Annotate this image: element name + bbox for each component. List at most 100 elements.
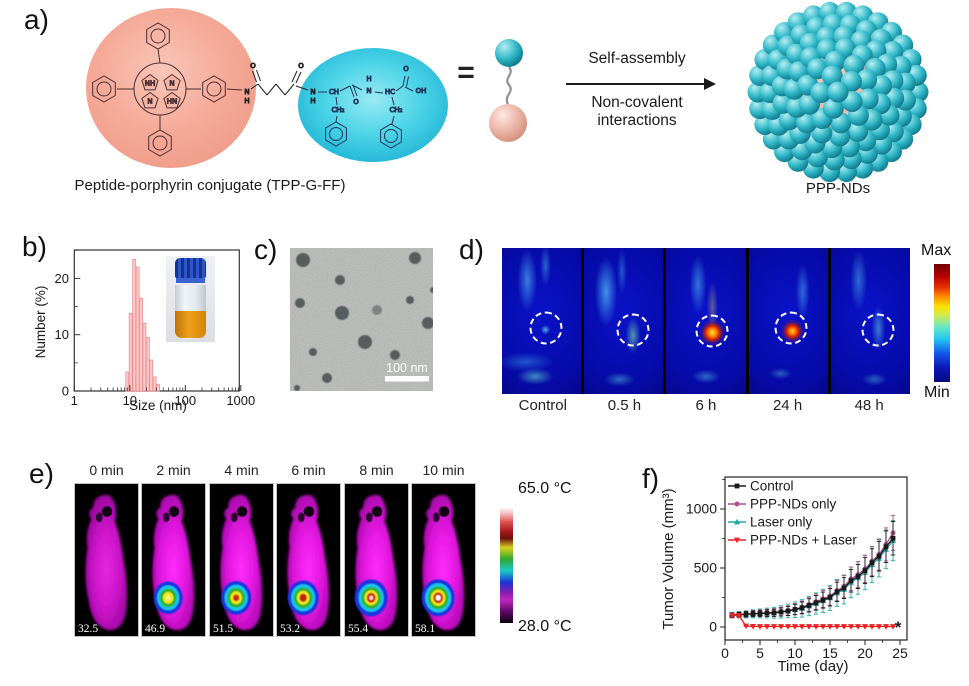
linker-atom-label: H <box>244 97 249 105</box>
nanoparticle-dot <box>335 306 349 320</box>
nanoparticle-dot <box>422 317 433 329</box>
legend-label: Control <box>750 479 794 494</box>
thermal-mouse-image <box>85 494 128 631</box>
porphyrin-atom-label: N <box>169 80 174 88</box>
peptide-atom-label: O <box>403 65 409 73</box>
x-tick-label: 100 <box>174 393 196 408</box>
fluorescence-colorbar <box>934 264 950 382</box>
thermal-frame: 32.5 <box>74 483 139 637</box>
legend-label: Laser only <box>750 515 813 530</box>
x-tick-label: 5 <box>756 645 764 661</box>
linker-atom-label: O <box>298 62 304 70</box>
y-tick-label: 20 <box>55 271 69 286</box>
nanoparticle-dot <box>335 275 345 285</box>
thermal-time-label: 6 min <box>291 462 326 478</box>
panel-a-label: a) <box>24 4 49 35</box>
y-tick-label: 500 <box>694 560 718 576</box>
histogram-bar <box>142 323 147 392</box>
fluorescence-frame-labels: Control 0.5 h 6 h 24 h 48 h <box>502 397 910 414</box>
histogram-bar <box>149 359 154 392</box>
y-axis-label: Tumor Volume (mm³) <box>660 488 677 629</box>
nanoparticle-sphere <box>857 88 879 110</box>
roi-circle <box>529 311 563 345</box>
vial-body <box>175 285 206 339</box>
peptide-atom-label: HC <box>385 88 395 96</box>
tumor-hotspot <box>221 580 252 615</box>
nanoparticle-dot <box>406 296 414 304</box>
linker-atom-label: O <box>250 62 256 70</box>
y-tick-label: 0 <box>709 619 717 635</box>
nanoparticle-dot <box>322 373 332 383</box>
fluorescence-frame-label: 0.5 h <box>607 397 642 414</box>
nanoparticle-sphere <box>827 81 849 103</box>
nanoparticle-dot <box>295 298 305 308</box>
y-axis-label: Number (%) <box>33 286 48 359</box>
vial-cap <box>175 258 206 278</box>
peptide-atom-label: N <box>366 87 371 95</box>
thermal-time-label: 0 min <box>89 462 124 478</box>
colorbar-max-label: Max <box>921 242 952 259</box>
porphyrin-atom-label: HN <box>167 98 178 106</box>
fluorescence-frame-label: Control <box>518 397 567 414</box>
nanoparticle-dot <box>309 348 317 356</box>
x-tick-label: 15 <box>822 645 838 661</box>
roi-circle <box>695 314 729 348</box>
panel-e-label: e) <box>29 458 54 489</box>
mouse-ear <box>438 506 450 517</box>
fluorescence-frame <box>502 248 582 394</box>
thermal-temp-label: 55.4 <box>348 623 369 635</box>
linker-atom-label: N <box>244 88 249 96</box>
thermal-frame: 51.5 <box>209 483 274 637</box>
mouse-ear <box>236 506 248 517</box>
histogram-bar <box>156 383 160 392</box>
peptide-atom-label: CH₂ <box>390 106 403 114</box>
histogram-bar <box>152 376 157 392</box>
nanoparticle-dot <box>409 252 421 264</box>
y-tick-label: 0 <box>62 384 69 399</box>
mouse-body <box>85 494 128 631</box>
nanoparticle-sphere <box>847 120 869 142</box>
mouse-ear <box>303 506 315 517</box>
thermal-colorbar-max-label: 65.0 °C <box>518 480 572 497</box>
equals-sign: = <box>457 56 475 89</box>
self-assembly-label: Self-assembly <box>588 50 686 67</box>
x-tick-label: 10 <box>787 645 803 661</box>
thermal-temp-label: 46.9 <box>145 623 166 635</box>
nanoparticle-dot <box>358 335 372 349</box>
thermal-time-label: 2 min <box>156 462 191 478</box>
thermal-frame: 55.4 <box>344 483 409 637</box>
roi-circle <box>774 311 808 345</box>
linker-atom-label: N <box>310 88 315 96</box>
monomer-teal-sphere <box>495 39 523 67</box>
thermal-colorbar <box>500 507 513 623</box>
thermal-temp-label: 58.1 <box>415 623 436 635</box>
ppp-nds-label: PPP-NDs <box>805 180 871 197</box>
thermal-mouse-image <box>152 494 195 631</box>
peptide-atom-label: O <box>353 98 359 106</box>
histogram-bar <box>145 337 150 392</box>
series-ppp-nds-laser <box>729 612 896 630</box>
y-tick-label: 10 <box>55 327 69 342</box>
tumor-hotspot <box>421 579 455 617</box>
x-axis-label: Time (day) <box>777 658 848 675</box>
porphyrin-structure: NH NN HN <box>92 22 243 157</box>
x-tick-label: 1000 <box>226 393 255 408</box>
peptide-atom-label: OH <box>416 87 427 95</box>
fluorescence-frame <box>830 248 911 394</box>
tumor-volume-chart: 0 5 10 15 20 25 0 500 1000 Time (day) Tumor Volume… <box>660 476 908 675</box>
nanoparticle-dot <box>296 253 310 267</box>
fluorescence-strip <box>502 248 911 394</box>
thermal-mouse-image <box>354 494 398 631</box>
fluorescence-frame <box>748 248 828 394</box>
porphyrin-atom-label: N <box>147 98 152 106</box>
roi-circle <box>861 313 895 347</box>
nanoparticle-sphere <box>810 82 832 104</box>
histogram-bar <box>135 266 140 392</box>
monomer-dumbbell <box>489 39 527 142</box>
tem-scale-bar-label: 100 nm <box>386 361 428 375</box>
nanoparticle-dot <box>294 385 300 391</box>
panel-d-label: d) <box>459 234 484 265</box>
